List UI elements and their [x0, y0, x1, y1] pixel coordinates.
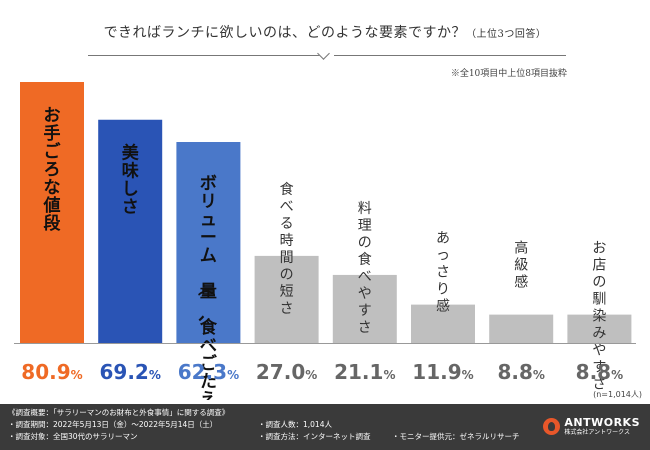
bar-1 — [20, 82, 84, 343]
title-rule-right — [334, 55, 566, 56]
bar-chart: お手ごろな値段 80.9% 美味しさ 69.2% ボリューム（量、食べごたえ）62.3%… — [14, 82, 636, 400]
bar-5 — [332, 274, 397, 343]
antworks-logo: ANTWORKS 株式会社アントワークス — [543, 417, 640, 436]
value-label-4: 27.0% — [256, 360, 317, 384]
survey-provider: ・モニター提供元：ゼネラルリサーチ — [392, 432, 520, 441]
sample-size: (n=1,014人) — [593, 390, 642, 399]
value-label-1: 80.9% — [21, 360, 82, 384]
category-label-4: 食べる時間の短さ — [280, 181, 294, 317]
category-label-8: お店の馴染みやすさ — [592, 241, 606, 393]
value-label-7: 8.8% — [497, 360, 544, 384]
bar-4 — [254, 255, 319, 343]
title-rule-left — [88, 55, 320, 56]
bar-3 — [176, 142, 241, 343]
survey-period: ・調査期間：2022年5月13日（金）～2022年5月14日（土） — [8, 420, 218, 429]
category-label-2: 美味しさ — [122, 143, 140, 218]
survey-count: ・調査人数：1,014人 — [258, 420, 332, 429]
value-label-8: 8.8% — [576, 360, 623, 384]
survey-method: ・調査方法：インターネット調査 — [258, 432, 371, 441]
value-label-2: 69.2% — [100, 360, 161, 384]
value-label-6: 11.9% — [412, 360, 473, 384]
category-label-5: 料理の食べやすさ — [358, 201, 372, 336]
survey-title: 《調査概要：「サラリーマンのお財布と外食事情」に関する調査》 — [8, 408, 230, 417]
logo-name: ANTWORKS — [564, 416, 640, 429]
bar-7 — [489, 314, 554, 343]
category-label-3: ボリューム（量、食べごたえ） — [195, 174, 218, 400]
logo-sub: 株式会社アントワークス — [564, 429, 630, 436]
chart-question: できればランチに欲しいのは、どのような要素ですか？（上位3つ回答） — [0, 22, 650, 42]
value-label-5: 21.1% — [334, 360, 395, 384]
excerpt-note: ※全10項目中上位8項目抜粋 — [450, 69, 567, 79]
value-label-3: 62.3% — [178, 360, 239, 384]
bar-2 — [98, 119, 163, 343]
bar-8 — [567, 314, 632, 343]
category-label-7: 高級感 — [514, 240, 528, 291]
antworks-logo-icon — [543, 418, 561, 435]
category-label-6: あっさり感 — [436, 231, 450, 315]
category-label-1: お手ごろな値段 — [43, 106, 62, 234]
survey-footer: 《調査概要：「サラリーマンのお財布と外食事情」に関する調査》 ・調査期間：202… — [0, 404, 650, 450]
question-sub: （上位3つ回答） — [466, 29, 547, 40]
bar-6 — [411, 304, 475, 343]
question-text: できればランチに欲しいのは、どのような要素ですか？ — [103, 25, 467, 41]
survey-target: ・調査対象：全国30代のサラリーマン — [8, 432, 138, 441]
